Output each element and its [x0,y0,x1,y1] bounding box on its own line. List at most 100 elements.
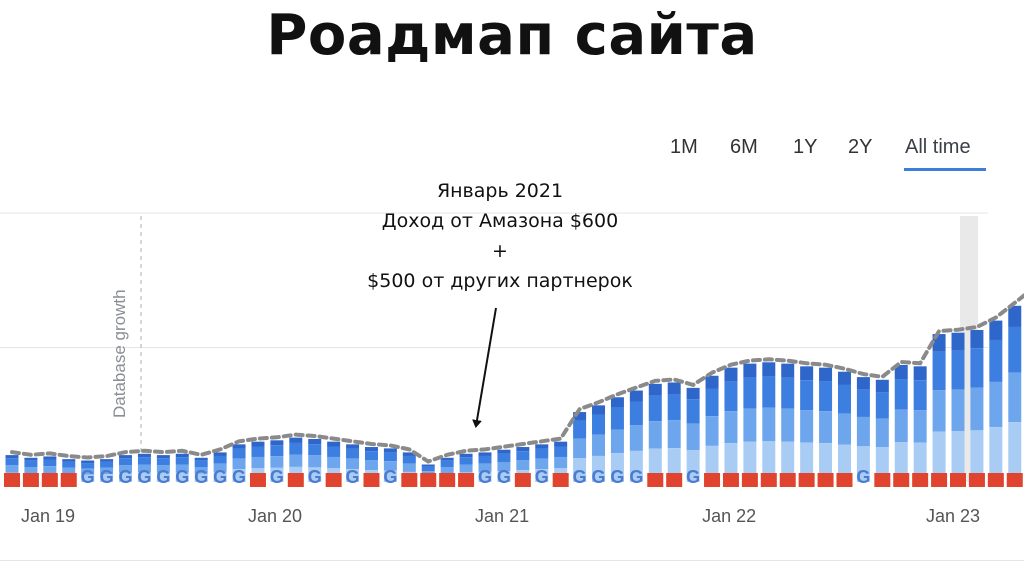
bar-14-segment-2 [270,456,284,468]
google-update-icon-31: G [592,467,606,487]
red-flag-icon-35 [666,473,683,487]
bar-18-segment-3 [346,469,360,482]
event-markers: GGGGGGGGGGGGGGGGGGGGGGG [4,467,1023,487]
bar-37-segment-2 [705,416,719,446]
bar-20-segment-0 [383,448,397,453]
red-flag-icon-48 [912,473,929,487]
bar-41-segment-3 [781,441,795,482]
revenue-annotation: Январь 2021 Доход от Амазона $600 + $500… [340,176,660,296]
bar-15-segment-2 [289,454,303,467]
bar-4-segment-1 [81,463,95,469]
red-flag-icon-21 [401,473,418,487]
red-flag-icon-17 [325,473,342,487]
bar-32-segment-1 [610,407,624,430]
bar-3-segment-1 [62,461,76,468]
red-flag-icon-47 [893,473,910,487]
bar-0-segment-2 [5,465,19,473]
bar-9-segment-0 [175,453,189,458]
google-update-icon-32: G [610,467,624,487]
tab-1y[interactable]: 1Y [793,136,818,158]
bar-26-segment-1 [497,453,511,462]
bar-8-segment-1 [156,458,170,466]
bar-44 [837,371,851,482]
bar-39-segment-2 [743,408,757,442]
bar-35 [667,382,681,482]
bar-28-segment-2 [535,458,549,470]
bar-26 [497,449,511,482]
red-flag-icon-34 [647,473,664,487]
bar-38-segment-2 [724,411,738,444]
bar-28 [535,444,549,482]
red-flag-icon-39 [741,473,758,487]
bar-5-segment-2 [100,467,114,475]
bar-6 [119,455,133,482]
bar-49-segment-2 [932,390,946,432]
bar-20 [383,448,397,482]
tab-all-time[interactable]: All time [905,136,971,158]
bar-12 [232,444,246,482]
page-title: Роадмап сайта [266,3,758,68]
x-tick-label-0: Jan 19 [21,506,75,526]
annotation-affiliate-revenue: $500 от других партнерок [367,270,633,292]
bar-14 [270,440,284,482]
bar-51 [970,330,984,482]
bar-12-segment-2 [232,458,246,470]
bar-38-segment-3 [724,443,738,482]
bar-16-segment-2 [308,455,322,468]
bar-32-segment-2 [610,429,624,454]
bar-51-segment-0 [970,330,984,349]
bar-41-segment-1 [781,377,795,409]
bar-1-segment-1 [24,460,38,467]
google-update-icon-16: G [308,467,322,487]
bar-51-segment-3 [970,430,984,482]
red-flag-icon-22 [420,473,437,487]
google-update-icon-4: G [81,467,95,487]
tab-1m[interactable]: 1M [670,136,698,158]
bar-17-segment-1 [327,446,341,457]
bar-16-segment-1 [308,444,322,456]
bar-26-segment-0 [497,449,511,454]
red-flag-icon-24 [458,473,475,487]
bar-1-segment-0 [24,457,38,461]
bar-40-segment-0 [762,362,776,377]
bar-35-segment-2 [667,420,681,449]
bar-31-segment-2 [592,434,606,456]
bar-33-segment-1 [629,401,643,426]
google-update-icon-7: G [137,467,151,487]
bar-11-segment-1 [213,455,227,464]
bar-19-segment-1 [364,451,378,461]
bar-39-segment-3 [743,441,757,482]
bar-22-segment-0 [421,464,435,467]
bar-5-segment-3 [100,474,114,482]
x-tick-label-3: Jan 22 [702,506,756,526]
red-flag-icon-43 [817,473,834,487]
annotation-date: Январь 2021 [436,180,564,202]
bar-26-segment-2 [497,461,511,472]
annotation-arrow [472,307,497,428]
bar-53-segment-0 [1008,305,1022,327]
bar-44-segment-3 [837,444,851,482]
bar-34 [648,383,662,482]
bar-11-segment-0 [213,452,227,456]
bar-44-segment-2 [837,413,851,445]
bar-10 [194,457,208,482]
bar-40-segment-1 [762,376,776,408]
red-flag-icon-23 [439,473,456,487]
bar-22-segment-1 [421,466,435,472]
bar-53-segment-1 [1008,326,1022,373]
red-flag-icon-13 [249,473,266,487]
bar-28-segment-1 [535,448,549,459]
google-update-icon-45: G [856,467,870,487]
bar-41-segment-2 [781,408,795,442]
bar-32 [610,397,624,482]
tab-6m[interactable]: 6M [730,136,758,158]
bar-8-segment-0 [156,455,170,459]
bar-24-segment-0 [459,453,473,458]
bar-8-segment-2 [156,465,170,473]
bar-13-segment-0 [251,441,265,447]
bar-52-segment-1 [989,339,1003,382]
bar-27-segment-0 [516,447,530,452]
tab-2y[interactable]: 2Y [848,136,873,158]
bar-40 [762,362,776,482]
bar-42 [800,366,814,482]
